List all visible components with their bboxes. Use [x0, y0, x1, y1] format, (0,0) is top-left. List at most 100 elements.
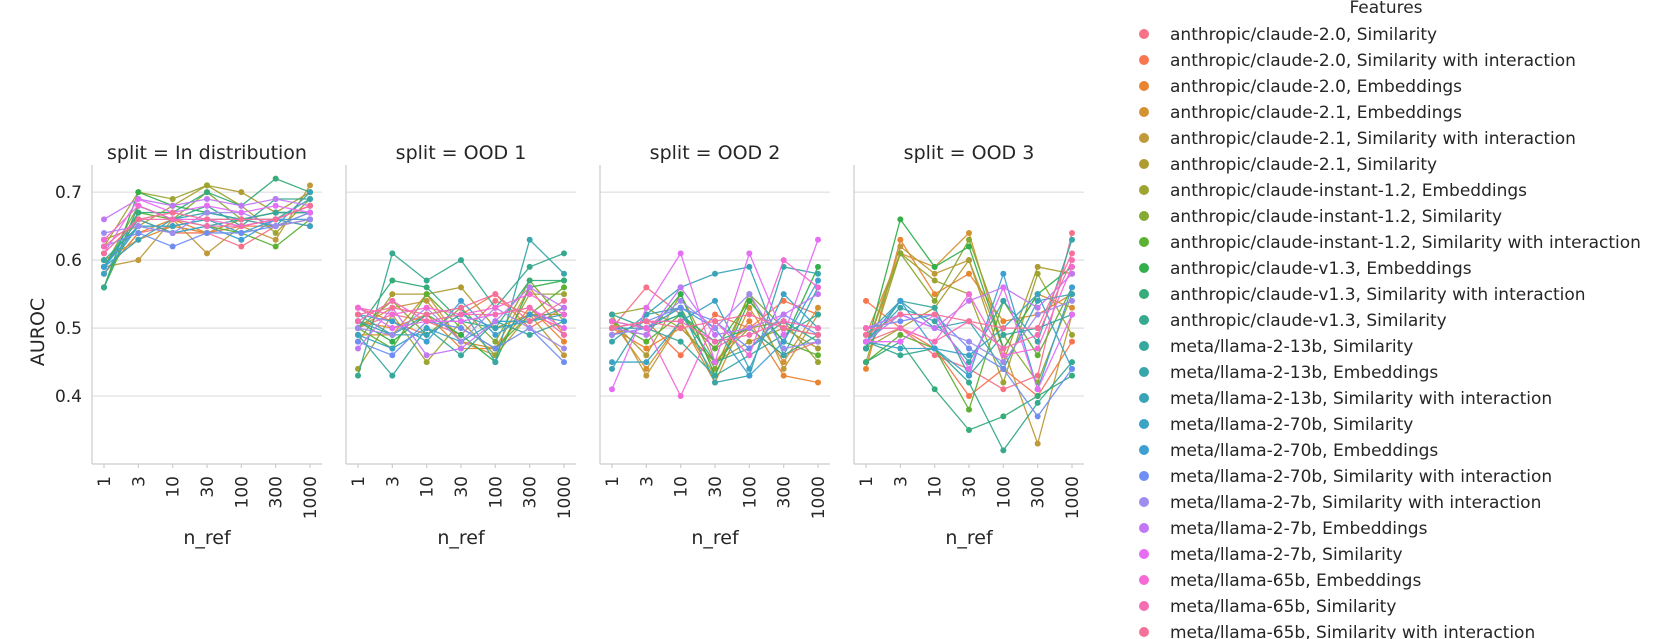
- legend-marker-13: [1139, 367, 1149, 377]
- x-tick-label: 100: [486, 476, 506, 508]
- data-point: [355, 304, 361, 311]
- data-point: [389, 318, 396, 325]
- x-tick-label: 30: [706, 476, 726, 498]
- data-point: [238, 209, 245, 216]
- data-point: [1034, 399, 1041, 406]
- x-tick-label: 30: [198, 476, 218, 498]
- data-point: [780, 365, 787, 372]
- data-point: [1000, 413, 1007, 420]
- data-point: [966, 365, 972, 372]
- data-point: [492, 325, 499, 332]
- data-point: [101, 216, 107, 223]
- data-point: [272, 229, 279, 236]
- x-tick-label: 1: [349, 476, 369, 487]
- data-point: [863, 338, 869, 345]
- data-point: [677, 250, 684, 257]
- data-point: [458, 311, 464, 318]
- data-point: [863, 345, 869, 352]
- data-point: [863, 331, 869, 338]
- data-point: [746, 318, 753, 325]
- data-point: [526, 263, 533, 270]
- data-point: [1034, 304, 1041, 311]
- data-point: [897, 331, 904, 338]
- data-point: [355, 311, 361, 318]
- data-point: [1069, 297, 1075, 304]
- data-point: [423, 318, 430, 325]
- data-point: [677, 291, 684, 298]
- data-point: [815, 331, 821, 338]
- x-tick-label: 100: [994, 476, 1014, 508]
- data-point: [423, 338, 430, 345]
- y-tick-label: 0.5: [55, 319, 82, 339]
- legend-label-7: anthropic/claude-instant-1.2, Similarity: [1170, 207, 1502, 227]
- data-point: [272, 209, 279, 216]
- data-point: [561, 277, 567, 284]
- data-point: [423, 284, 430, 291]
- data-point: [712, 365, 718, 372]
- data-point: [458, 325, 464, 332]
- data-point: [815, 379, 821, 386]
- data-point: [1034, 325, 1041, 332]
- data-point: [746, 263, 753, 270]
- data-point: [423, 291, 430, 298]
- data-point: [712, 345, 718, 352]
- data-point: [897, 243, 904, 250]
- data-point: [780, 257, 787, 264]
- data-point: [355, 318, 361, 325]
- legend-marker-6: [1139, 185, 1149, 195]
- data-point: [780, 291, 787, 298]
- data-point: [863, 359, 869, 366]
- legend-label-4: anthropic/claude-2.1, Similarity with in…: [1170, 129, 1576, 149]
- legend-marker-10: [1139, 289, 1149, 299]
- data-point: [238, 202, 245, 209]
- legend-marker-9: [1139, 263, 1149, 273]
- data-point: [609, 359, 615, 366]
- data-point: [780, 331, 787, 338]
- data-point: [389, 304, 396, 311]
- facet-title: split = In distribution: [107, 142, 307, 164]
- x-tick-label: 10: [926, 476, 946, 498]
- data-point: [492, 304, 499, 311]
- legend-label-17: meta/llama-2-70b, Similarity with intera…: [1170, 467, 1552, 487]
- data-point: [863, 325, 869, 332]
- data-point: [355, 345, 361, 352]
- data-point: [1000, 270, 1007, 277]
- data-point: [389, 352, 396, 359]
- x-tick-label: 1: [95, 476, 115, 487]
- data-point: [746, 250, 753, 257]
- data-point: [526, 325, 533, 332]
- data-point: [561, 250, 567, 257]
- data-point: [677, 338, 684, 345]
- data-point: [458, 304, 464, 311]
- legend-label-2: anthropic/claude-2.0, Embeddings: [1170, 77, 1462, 97]
- data-point: [712, 318, 718, 325]
- data-point: [746, 297, 753, 304]
- data-point: [746, 304, 753, 311]
- data-point: [204, 209, 210, 216]
- legend-marker-3: [1139, 107, 1149, 117]
- data-point: [712, 379, 718, 386]
- legend-marker-14: [1139, 393, 1149, 403]
- data-point: [897, 250, 904, 257]
- data-point: [677, 318, 684, 325]
- x-tick-label: 1000: [1063, 476, 1083, 519]
- data-point: [815, 352, 821, 359]
- legend-label-22: meta/llama-65b, Similarity: [1170, 597, 1396, 617]
- data-point: [966, 318, 972, 325]
- data-point: [780, 338, 787, 345]
- data-point: [492, 311, 499, 318]
- data-point: [1069, 270, 1075, 277]
- data-point: [307, 182, 313, 189]
- data-point: [815, 263, 821, 270]
- x-tick-label: 1: [857, 476, 877, 487]
- data-point: [1069, 338, 1075, 345]
- data-point: [101, 236, 107, 243]
- data-point: [815, 325, 821, 332]
- data-point: [307, 216, 313, 223]
- data-point: [931, 352, 938, 359]
- data-point: [135, 202, 142, 209]
- data-point: [1000, 325, 1007, 332]
- data-point: [815, 338, 821, 345]
- data-point: [931, 304, 938, 311]
- data-point: [492, 318, 499, 325]
